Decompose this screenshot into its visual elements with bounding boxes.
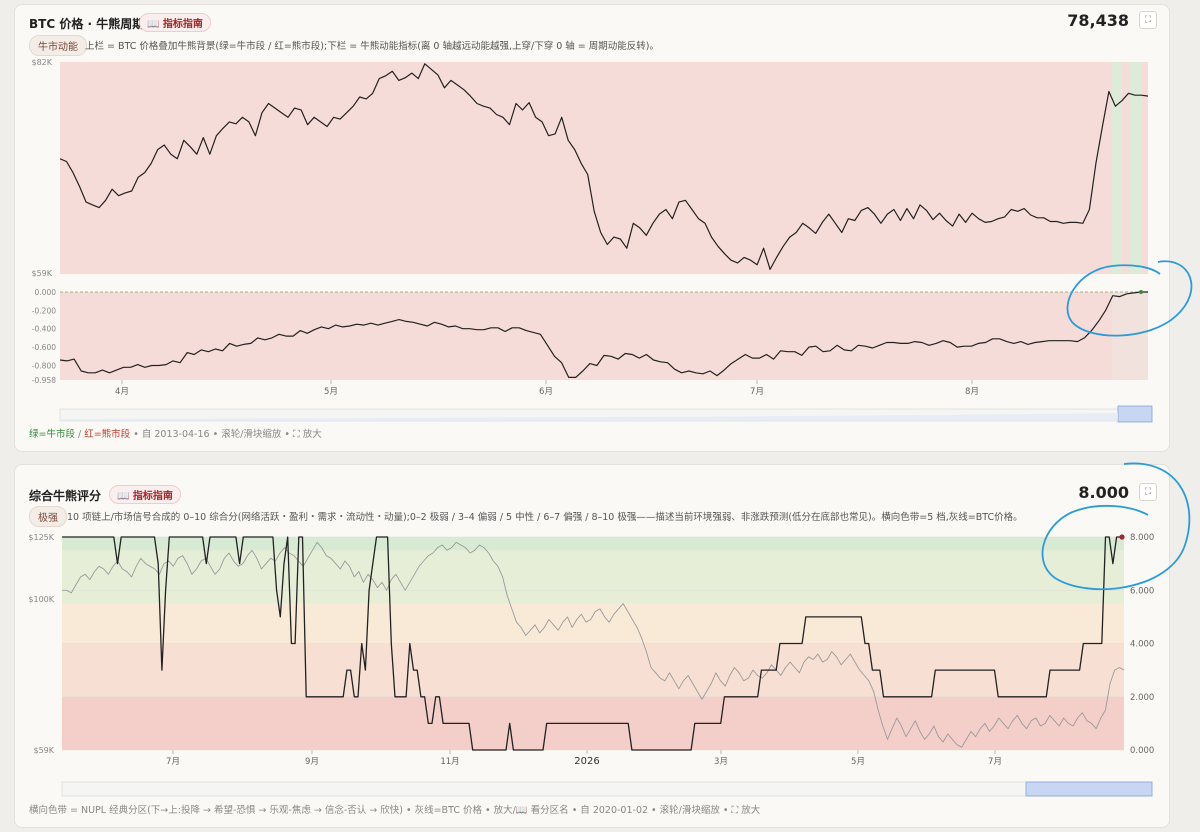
score-zone-band (62, 603, 1124, 644)
x-tick-label: 3月 (714, 757, 728, 767)
composite-score-line (62, 536, 1124, 751)
x-tick-label: 11月 (440, 757, 459, 767)
slider-preview-area (60, 413, 1118, 421)
bull-legend: 绿=牛市段 (29, 429, 75, 440)
x-tick-label: 6月 (539, 387, 553, 397)
legend-footer: 绿=牛市段 / 红=熊市段 • 自 2013-04-16 • 滚轮/滑块缩放 •… (29, 426, 322, 440)
zoom-slider-handle[interactable] (1025, 781, 1153, 797)
x-tick-label: 7月 (988, 757, 1002, 767)
card-title: BTC 价格 · 牛熊周期 (29, 17, 145, 31)
current-point-marker (1139, 290, 1143, 294)
y-tick-label: -0.200 (32, 306, 56, 315)
y-tick-label-left: $59K (33, 746, 54, 755)
y-tick-label-left: $100K (28, 595, 54, 604)
btc-price-gray-line (62, 541, 1125, 748)
expand-icon[interactable]: ⛶ (1139, 483, 1157, 501)
x-tick-label: 8月 (965, 387, 979, 397)
y-tick-label-right: 0.000 (1130, 746, 1154, 756)
bear-legend: 红=熊市段 (84, 429, 131, 440)
x-tick-label: 5月 (324, 387, 338, 397)
y-tick-label: 0.000 (35, 288, 57, 297)
y-tick-label-right: 6.000 (1130, 586, 1154, 596)
bear-phase-region (60, 292, 1148, 380)
strength-status-badge: 极强 (29, 506, 67, 527)
bull-phase-region (1130, 62, 1142, 274)
x-tick-label: 4月 (115, 387, 129, 397)
y-tick-label-left: $125K (28, 533, 54, 542)
legend-sep: / (74, 429, 85, 440)
x-tick-label: 7月 (750, 387, 764, 397)
y-tick-label-right: 8.000 (1130, 533, 1154, 543)
y-tick-label-right: 2.000 (1130, 693, 1154, 703)
footer-rest: • 自 2013-04-16 • 滚轮/滑块缩放 • ⛶ 放大 (130, 429, 322, 440)
chart-description: 上栏 = BTC 价格叠加牛熊背景(绿=牛市段 / 红=熊市段);下栏 = 牛熊… (85, 41, 659, 52)
annotation-circle (1041, 462, 1191, 591)
current-score-value: 8.000 (1078, 483, 1129, 502)
expand-icon[interactable]: ⛶ (1139, 11, 1157, 29)
zoom-slider-handle[interactable] (1117, 405, 1153, 423)
current-price-value: 78,438 (1067, 11, 1129, 30)
y-tick-label: -0.800 (32, 361, 56, 370)
x-tick-label: 2026 (574, 756, 599, 767)
zoom-slider-track (61, 781, 1153, 797)
bear-phase-region (60, 62, 1148, 274)
annotation-circle (1066, 260, 1193, 337)
y-tick-label: $82K (31, 58, 52, 67)
momentum-line (59, 291, 1148, 378)
btc-price-line (59, 63, 1149, 270)
indicator-guide-button[interactable]: 📖 指标指南 (139, 13, 211, 32)
y-tick-label: $59K (31, 269, 52, 278)
current-score-marker (1119, 534, 1125, 540)
y-tick-label: -0.400 (32, 325, 56, 334)
score-zone-band (62, 537, 1124, 604)
x-tick-label: 9月 (305, 757, 319, 767)
x-tick-label: 7月 (166, 757, 180, 767)
momentum-status-badge: 牛市动能 (29, 35, 87, 56)
x-tick-label: 5月 (851, 757, 865, 767)
legend-footer: 横向色带 = NUPL 经典分区(下→上:投降 → 希望-恐惧 → 乐观-焦虑 … (29, 805, 761, 816)
chart-description: 10 项链上/市场信号合成的 0–10 综合分(网络活跃・盈利・需求・流动性・动… (67, 512, 1023, 523)
y-tick-label-right: 4.000 (1130, 640, 1154, 650)
y-tick-label: -0.600 (32, 343, 56, 352)
y-tick-label: -0.958 (32, 376, 56, 385)
indicator-guide-button[interactable]: 📖 指标指南 (109, 485, 181, 504)
card-title: 综合牛熊评分 (29, 489, 102, 503)
bull-phase-region (1112, 62, 1122, 274)
